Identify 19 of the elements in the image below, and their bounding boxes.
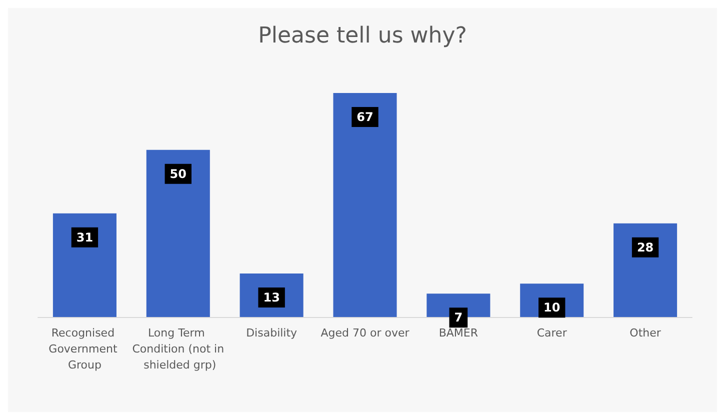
bar: [333, 93, 397, 317]
data-label: 13: [263, 290, 280, 305]
x-tick-label: Aged 70 or over: [320, 326, 410, 340]
data-label: 10: [544, 300, 560, 315]
x-tick-label: Disability: [246, 326, 298, 340]
data-label: 7: [454, 310, 463, 325]
x-tick-label: Other: [630, 326, 662, 340]
x-tick-label: Carer: [536, 326, 568, 340]
bar: [146, 150, 210, 317]
x-tick-label: Long Term Condition (not in shielded grp): [132, 326, 224, 372]
chart-title: Please tell us why?: [258, 24, 467, 48]
data-label: 31: [76, 230, 94, 244]
data-label: 50: [170, 166, 186, 181]
data-label: 67: [356, 110, 374, 124]
data-label: 28: [636, 240, 654, 254]
bar: [52, 213, 116, 317]
bar: [614, 223, 678, 317]
x-tick-label: Recognised Government Group: [48, 326, 121, 372]
x-tick-label: BAMER: [438, 326, 478, 340]
